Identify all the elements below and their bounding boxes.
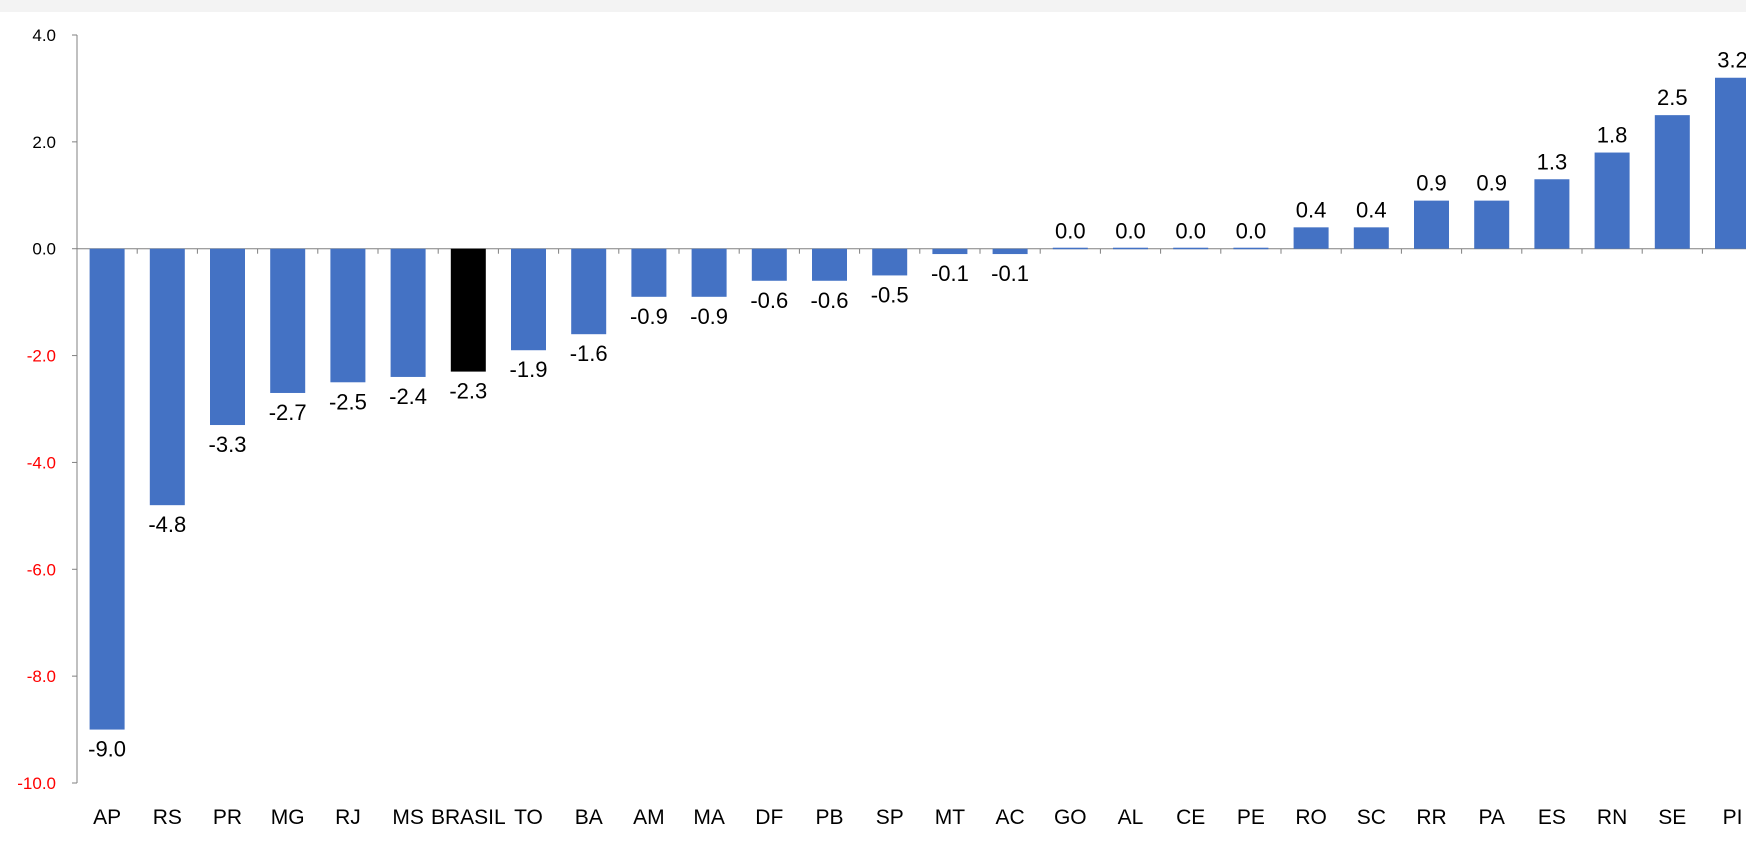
data-label: -1.6 <box>570 341 608 366</box>
bar-se <box>1654 115 1690 249</box>
data-label: 1.3 <box>1537 149 1568 174</box>
bar-ce <box>1173 247 1209 250</box>
bar-rn <box>1594 152 1630 249</box>
bar-ac <box>992 248 1028 255</box>
data-label: -2.5 <box>329 389 367 414</box>
x-tick-label: SC <box>1357 806 1386 829</box>
bar-am <box>631 248 667 297</box>
data-label: -2.3 <box>449 379 487 404</box>
x-tick-label: PE <box>1237 806 1265 829</box>
data-label: 0.0 <box>1175 219 1206 244</box>
data-label: -1.9 <box>510 357 548 382</box>
x-tick-label: AL <box>1118 806 1144 829</box>
y-tick-label: -4.0 <box>27 453 56 472</box>
bar-sc <box>1353 227 1389 249</box>
x-tick-label: RO <box>1295 806 1327 829</box>
data-label: 0.9 <box>1476 171 1507 196</box>
bar-rj <box>330 248 366 383</box>
bar-pr <box>210 248 245 426</box>
x-tick-label: RJ <box>335 806 361 829</box>
x-tick-label: PR <box>213 806 242 829</box>
bar-rr <box>1414 200 1449 249</box>
data-label: 2.5 <box>1657 85 1688 110</box>
data-label: -0.1 <box>991 261 1029 286</box>
data-label: -9.0 <box>88 737 126 762</box>
x-tick-label: GO <box>1054 806 1087 829</box>
data-label: -0.1 <box>931 261 969 286</box>
bar-pa <box>1474 200 1510 249</box>
x-tick-label: ES <box>1538 806 1566 829</box>
y-tick-label: 0.0 <box>32 240 56 259</box>
data-label: 1.8 <box>1597 123 1628 148</box>
x-tick-label: PA <box>1478 806 1504 829</box>
x-tick-label: AC <box>996 806 1025 829</box>
data-label: -4.8 <box>148 512 186 537</box>
y-tick-label: -2.0 <box>27 347 56 366</box>
y-tick-label: 2.0 <box>32 133 56 152</box>
x-tick-label: TO <box>514 806 543 829</box>
x-tick-label: PI <box>1723 806 1743 829</box>
bar-ap <box>89 248 125 730</box>
bar-es <box>1534 179 1570 249</box>
data-label: -0.6 <box>811 288 849 313</box>
data-label: -0.6 <box>750 288 788 313</box>
data-label: 0.4 <box>1296 197 1327 222</box>
data-label: -0.9 <box>690 304 728 329</box>
bar-ro <box>1293 227 1329 249</box>
x-tick-label: RN <box>1597 806 1627 829</box>
bar-to <box>511 248 546 351</box>
x-tick-label: AP <box>93 806 121 829</box>
data-label: -2.7 <box>269 400 307 425</box>
x-tick-label: BRASIL <box>431 806 506 829</box>
data-label: 3.2 <box>1717 48 1746 73</box>
bar-ba <box>571 248 607 335</box>
bar-brasil <box>450 248 486 372</box>
bar-df <box>751 248 787 281</box>
data-label: -0.5 <box>871 282 909 307</box>
data-label: -3.3 <box>209 432 247 457</box>
x-tick-label: CE <box>1176 806 1205 829</box>
bar-pi <box>1715 77 1746 249</box>
x-tick-label: RR <box>1416 806 1446 829</box>
x-tick-label: MG <box>271 806 305 829</box>
x-tick-label: SP <box>876 806 904 829</box>
bar-mt <box>932 248 968 255</box>
data-label: -0.9 <box>630 304 668 329</box>
data-label: 0.0 <box>1055 219 1086 244</box>
bar-al <box>1113 247 1148 250</box>
y-tick-label: -6.0 <box>27 560 56 579</box>
data-label: 0.0 <box>1115 219 1146 244</box>
x-tick-label: DF <box>755 806 783 829</box>
bar-mg <box>270 248 306 393</box>
x-tick-label: MS <box>392 806 424 829</box>
bar-sp <box>872 248 908 276</box>
top-edge-strip <box>0 0 1746 12</box>
x-tick-label: SE <box>1658 806 1686 829</box>
data-label: -2.4 <box>389 384 427 409</box>
y-tick-label: 4.0 <box>32 26 56 45</box>
data-label: 0.0 <box>1236 219 1267 244</box>
x-tick-label: AM <box>633 806 665 829</box>
bar-pb <box>812 248 847 281</box>
bar-ma <box>691 248 727 297</box>
x-tick-label: BA <box>575 806 603 829</box>
data-label: 0.9 <box>1416 171 1447 196</box>
y-tick-label: -8.0 <box>27 667 56 686</box>
data-label: 0.4 <box>1356 197 1387 222</box>
x-tick-label: MA <box>693 806 725 829</box>
x-tick-label: RS <box>153 806 182 829</box>
x-tick-label: PB <box>815 806 843 829</box>
x-tick-label: MT <box>935 806 965 829</box>
bar-go <box>1052 247 1088 250</box>
y-tick-label: -10.0 <box>17 774 56 793</box>
bar-ms <box>390 248 426 377</box>
bar-rs <box>149 248 185 506</box>
bar-pe <box>1233 247 1269 250</box>
